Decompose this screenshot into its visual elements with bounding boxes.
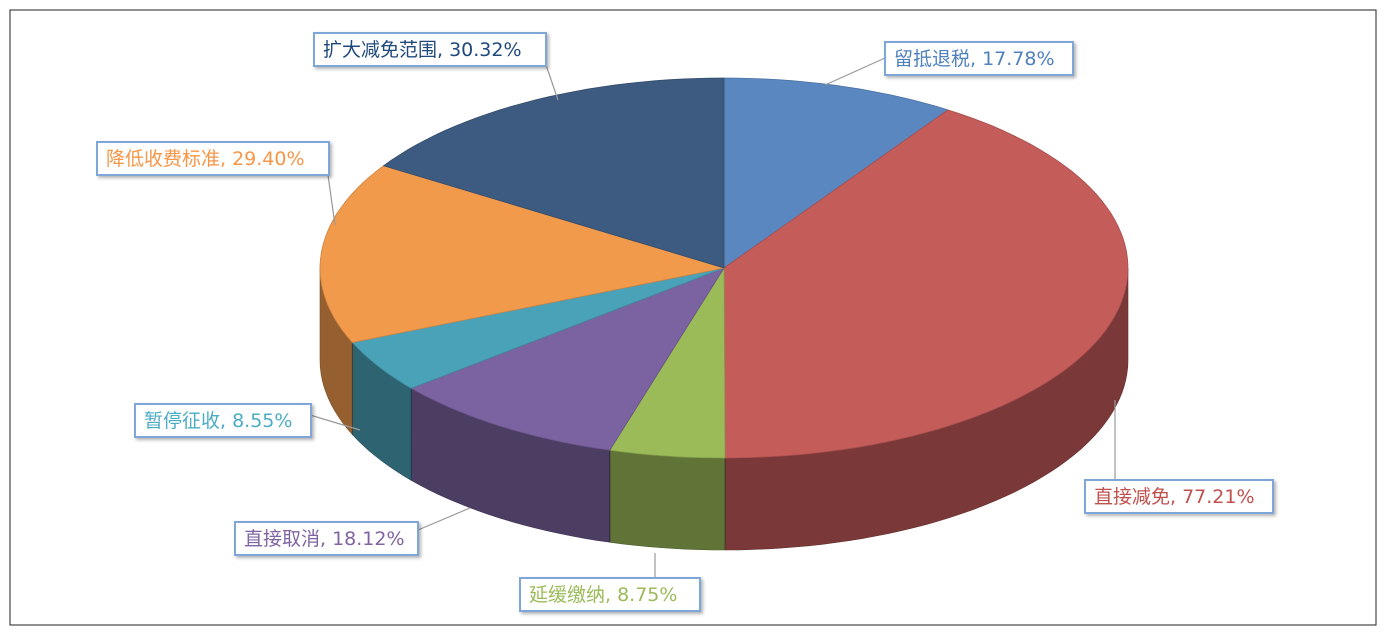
leader-line xyxy=(327,174,336,226)
data-label: 延缓缴纳, 8.75% xyxy=(529,584,677,606)
label-box xyxy=(519,577,701,612)
label-box xyxy=(234,521,419,556)
data-label: 留抵退税, 17.78% xyxy=(894,48,1055,70)
slice xyxy=(351,267,725,389)
data-label: 直接取消, 18.12% xyxy=(244,528,405,550)
leader-line xyxy=(309,414,361,431)
slice xyxy=(410,267,725,451)
data-label: 扩大减免范围, 30.32% xyxy=(323,39,522,61)
leader-line xyxy=(824,57,886,86)
slice xyxy=(723,77,949,269)
slice xyxy=(319,165,725,343)
data-label: 降低收费标准, 29.40% xyxy=(106,148,305,170)
slice xyxy=(609,266,726,459)
data-label: 暂停征收, 8.55% xyxy=(144,410,292,432)
label-box xyxy=(313,32,547,67)
slice-side xyxy=(609,449,726,551)
slice xyxy=(723,109,1129,459)
label-box xyxy=(884,41,1074,76)
slice xyxy=(382,77,725,269)
label-box xyxy=(96,141,330,176)
leader-line xyxy=(544,61,559,101)
label-box xyxy=(1084,479,1274,514)
leader-line xyxy=(417,507,471,531)
data-label: 直接减免, 77.21% xyxy=(1094,486,1255,508)
label-box xyxy=(134,403,312,438)
